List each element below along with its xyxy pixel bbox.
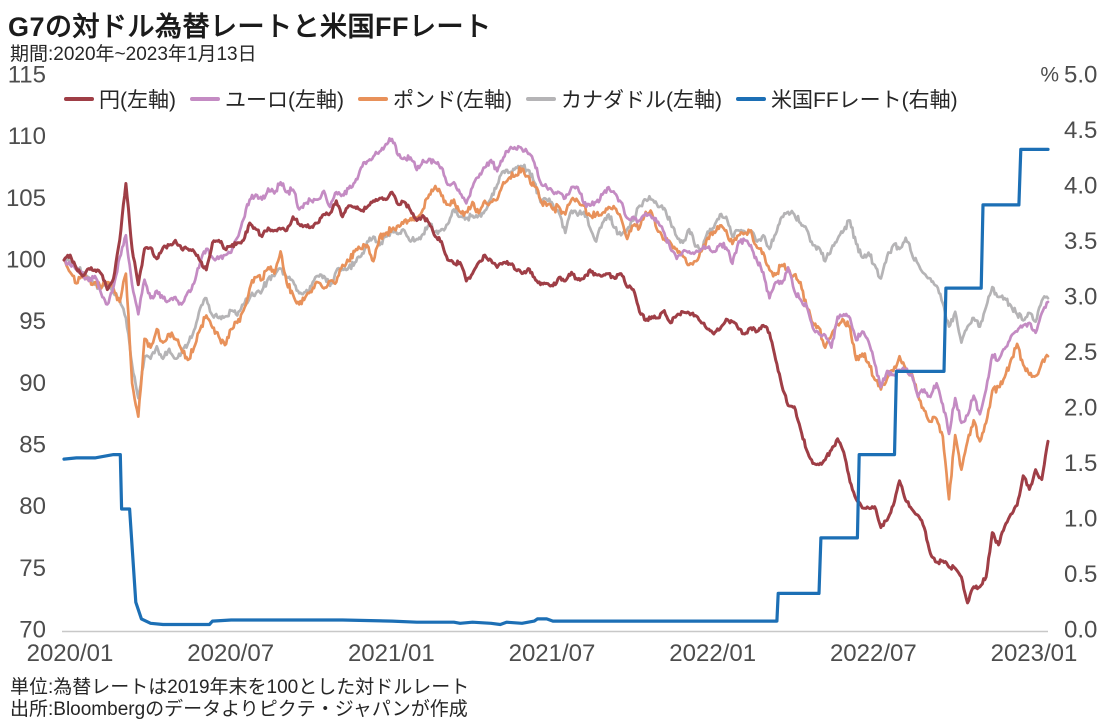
left-axis-tick: 70 — [19, 617, 46, 644]
left-axis-tick: 110 — [8, 123, 46, 150]
chart-legend: 円(左軸) ユーロ(左軸) ポンド(左軸) カナダドル(左軸) 米国FFレート(右軸) — [64, 84, 958, 114]
legend-swatch-icon — [190, 97, 220, 101]
x-axis-tick: 2021/01 — [348, 640, 435, 667]
legend-swatch-icon — [64, 97, 94, 101]
legend-item-1: ユーロ(左軸) — [190, 84, 344, 114]
x-axis-tick: 2022/01 — [669, 640, 756, 667]
x-axis-tick: 2021/07 — [509, 640, 596, 667]
source-note: 出所:Bloombergのデータよりピクテ・ジャパンが作成 — [10, 698, 468, 720]
left-axis-tick: 85 — [19, 432, 46, 459]
left-axis-tick: 105 — [6, 185, 46, 212]
legend-label: 円(左軸) — [99, 89, 176, 112]
unit-note: 単位:為替レートは2019年末を100とした対ドルレート — [10, 677, 470, 698]
right-axis-tick: 3.0 — [1064, 284, 1097, 311]
series-line-0 — [62, 182, 1050, 605]
legend-swatch-icon — [526, 97, 556, 101]
chart-footnotes: 単位:為替レートは2019年末を100とした対ドルレート 出所:Bloomber… — [10, 677, 469, 720]
right-axis-tick: 5.0 — [1064, 62, 1097, 89]
legend-swatch-icon — [736, 97, 766, 101]
x-axis-tick: 2020/01 — [27, 640, 114, 667]
x-axis-tick: 2022/07 — [830, 640, 917, 667]
series-line-2 — [62, 166, 1050, 501]
left-axis-tick: 80 — [19, 493, 46, 520]
x-axis-tick: 2023/01 — [991, 640, 1078, 667]
right-axis-tick: 4.5 — [1064, 117, 1097, 144]
right-axis-tick: 2.0 — [1064, 395, 1097, 422]
legend-label: 米国FFレート(右軸) — [771, 89, 958, 112]
legend-item-3: カナダドル(左軸) — [526, 84, 722, 114]
left-axis-tick: 100 — [6, 247, 46, 274]
right-axis-tick: 4.0 — [1064, 173, 1097, 200]
right-axis-tick: 2.5 — [1064, 339, 1097, 366]
legend-label: カナダドル(左軸) — [561, 89, 722, 112]
right-axis-tick: 1.5 — [1064, 450, 1097, 477]
x-axis-tick: 2020/07 — [187, 640, 274, 667]
legend-item-2: ポンド(左軸) — [358, 84, 512, 114]
legend-swatch-icon — [358, 97, 388, 101]
right-axis-tick: 3.5 — [1064, 228, 1097, 255]
chart-period: 期間:2020年~2023年1月13日 — [10, 44, 257, 65]
left-axis-tick: 95 — [19, 308, 46, 335]
series-line-4 — [62, 147, 1050, 627]
legend-label: ポンド(左軸) — [393, 89, 512, 112]
legend-item-4: 米国FFレート(右軸) — [736, 84, 958, 114]
legend-label: ユーロ(左軸) — [225, 89, 344, 112]
right-axis-tick: 0.0 — [1064, 617, 1097, 644]
series-line-1 — [62, 137, 1050, 436]
right-axis-tick: 0.5 — [1064, 561, 1097, 588]
left-axis-tick: 90 — [19, 370, 46, 397]
right-axis-tick: 1.0 — [1064, 506, 1097, 533]
left-axis-tick: 115 — [8, 62, 46, 89]
legend-item-0: 円(左軸) — [64, 84, 176, 114]
left-axis-tick: 75 — [19, 555, 46, 582]
right-axis-unit: % — [1040, 64, 1059, 87]
page-title: G7の対ドル為替レートと米国FFレート — [8, 12, 492, 42]
